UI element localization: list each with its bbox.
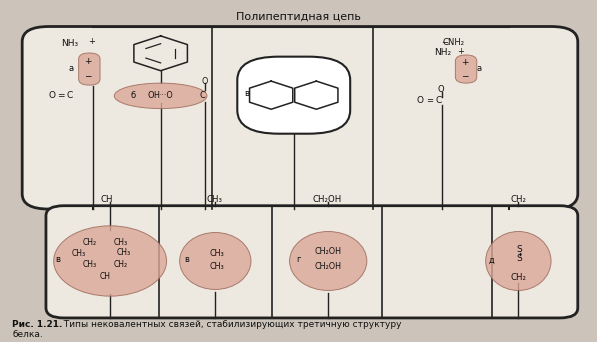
FancyBboxPatch shape — [456, 55, 477, 83]
Text: CH₂OH: CH₂OH — [315, 248, 341, 256]
Text: Рис. 1.21.: Рис. 1.21. — [12, 320, 63, 329]
Text: C: C — [443, 38, 449, 47]
Text: д: д — [489, 255, 494, 264]
Text: в: в — [184, 255, 189, 264]
Text: белка.: белка. — [12, 330, 43, 339]
Text: CH: CH — [101, 195, 113, 203]
Text: CH₃: CH₃ — [72, 249, 86, 258]
Text: O: O — [148, 91, 155, 100]
Text: O: O — [417, 96, 424, 105]
Text: C: C — [67, 91, 73, 100]
Ellipse shape — [54, 226, 167, 296]
Text: CH₂: CH₂ — [510, 195, 527, 203]
Text: CH₃: CH₃ — [116, 248, 130, 257]
Text: в: в — [244, 89, 249, 98]
Text: CH₂OH: CH₂OH — [315, 262, 341, 271]
Text: +: + — [461, 58, 469, 67]
Text: б: б — [131, 91, 136, 100]
Text: а: а — [476, 64, 482, 73]
Text: S: S — [516, 254, 522, 263]
Ellipse shape — [180, 233, 251, 289]
Ellipse shape — [486, 232, 551, 290]
Text: =: = — [57, 91, 64, 100]
Text: C: C — [199, 91, 205, 100]
Text: CH₃: CH₃ — [82, 260, 96, 269]
Text: CH: CH — [100, 272, 111, 280]
Text: S: S — [516, 245, 522, 254]
Text: H···O: H···O — [153, 91, 173, 100]
Text: NH₃: NH₃ — [61, 39, 78, 48]
Text: O: O — [48, 91, 56, 100]
Text: −: − — [461, 71, 469, 80]
FancyBboxPatch shape — [79, 53, 100, 85]
FancyBboxPatch shape — [237, 57, 350, 134]
Text: CH₃: CH₃ — [206, 195, 222, 203]
Text: O: O — [201, 77, 208, 86]
FancyBboxPatch shape — [22, 27, 578, 209]
Text: CH₃: CH₃ — [113, 238, 127, 247]
Ellipse shape — [114, 83, 207, 108]
Text: −: − — [84, 71, 92, 80]
Text: в: в — [56, 255, 60, 264]
Text: −NH₂: −NH₂ — [442, 38, 464, 47]
FancyBboxPatch shape — [46, 206, 578, 318]
Text: +: + — [84, 57, 92, 66]
Text: CH₃: CH₃ — [209, 262, 224, 271]
Text: +: + — [88, 37, 95, 47]
Text: CH₂: CH₂ — [82, 238, 96, 247]
Ellipse shape — [290, 232, 367, 290]
Text: Полипептидная цепь: Полипептидная цепь — [236, 12, 361, 22]
Text: CH₂: CH₂ — [510, 273, 527, 282]
Text: а: а — [68, 64, 73, 73]
Text: CH₃: CH₃ — [209, 249, 224, 258]
Text: CH₂: CH₂ — [113, 260, 127, 269]
Text: +: + — [457, 47, 463, 56]
Text: CH₂OH: CH₂OH — [312, 195, 341, 203]
Text: г: г — [296, 255, 301, 264]
Text: NH₂: NH₂ — [434, 48, 451, 57]
Text: C: C — [435, 96, 441, 105]
Text: =: = — [426, 96, 433, 105]
Text: O: O — [438, 85, 444, 94]
Text: Типы нековалентных связей, стабилизирующих третичную структуру: Типы нековалентных связей, стабилизирующ… — [58, 320, 401, 329]
